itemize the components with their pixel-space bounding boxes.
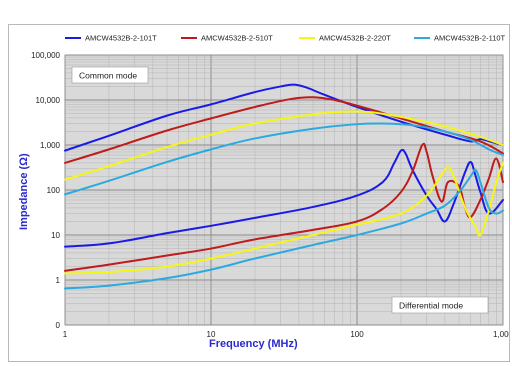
legend-label-1: AMCW4532B-2-101T bbox=[85, 34, 157, 43]
y-axis-ticks: 0 1 10 100 1,000 10,000 100,000 bbox=[31, 51, 60, 330]
annotation-common-mode-label: Common mode bbox=[79, 71, 137, 81]
legend-label-3: AMCW4532B-2-220T bbox=[319, 34, 391, 43]
y-tick-label: 10 bbox=[51, 231, 60, 240]
series-3-differential-mode-line bbox=[64, 161, 504, 275]
y-tick-label: 1 bbox=[56, 276, 61, 285]
series-lines bbox=[64, 83, 504, 290]
annotation-differential-mode-box bbox=[391, 296, 489, 314]
series-2-differential-mode-line bbox=[64, 142, 504, 272]
y-tick-label: 1,000 bbox=[40, 141, 61, 150]
y-tick-label: 0 bbox=[56, 321, 61, 330]
legend: AMCW4532B-2-101T AMCW4532B-2-510T AMCW4532… bbox=[65, 34, 506, 43]
series-4-differential-mode-line bbox=[64, 168, 504, 290]
annotation-common-mode: Common mode bbox=[71, 66, 149, 84]
x-tick-label: 1,000 bbox=[493, 330, 509, 339]
annotation-differential-mode-label: Differential mode bbox=[399, 301, 463, 311]
x-tick-label: 1 bbox=[63, 330, 68, 339]
legend-label-2: AMCW4532B-2-510T bbox=[201, 34, 273, 43]
legend-label-4: AMCW4532B-2-110T bbox=[434, 34, 506, 43]
y-tick-label: 100 bbox=[47, 186, 61, 195]
y-tick-label: 100,000 bbox=[31, 51, 60, 60]
annotation-common-mode-box bbox=[71, 66, 149, 84]
x-axis-ticks: 1 10 100 1,000 bbox=[63, 330, 509, 339]
y-axis-title: Impedance (Ω) bbox=[18, 153, 30, 230]
annotation-differential-mode: Differential mode bbox=[391, 296, 489, 314]
y-tick-label: 10,000 bbox=[36, 96, 61, 105]
x-tick-label: 100 bbox=[350, 330, 364, 339]
series-3-common-mode-line bbox=[64, 110, 504, 181]
series-4-common-mode-line bbox=[64, 122, 504, 196]
series-1-differential-mode-line bbox=[64, 148, 504, 248]
x-tick-label: 10 bbox=[207, 330, 216, 339]
x-axis-title: Frequency (MHz) bbox=[209, 338, 298, 350]
